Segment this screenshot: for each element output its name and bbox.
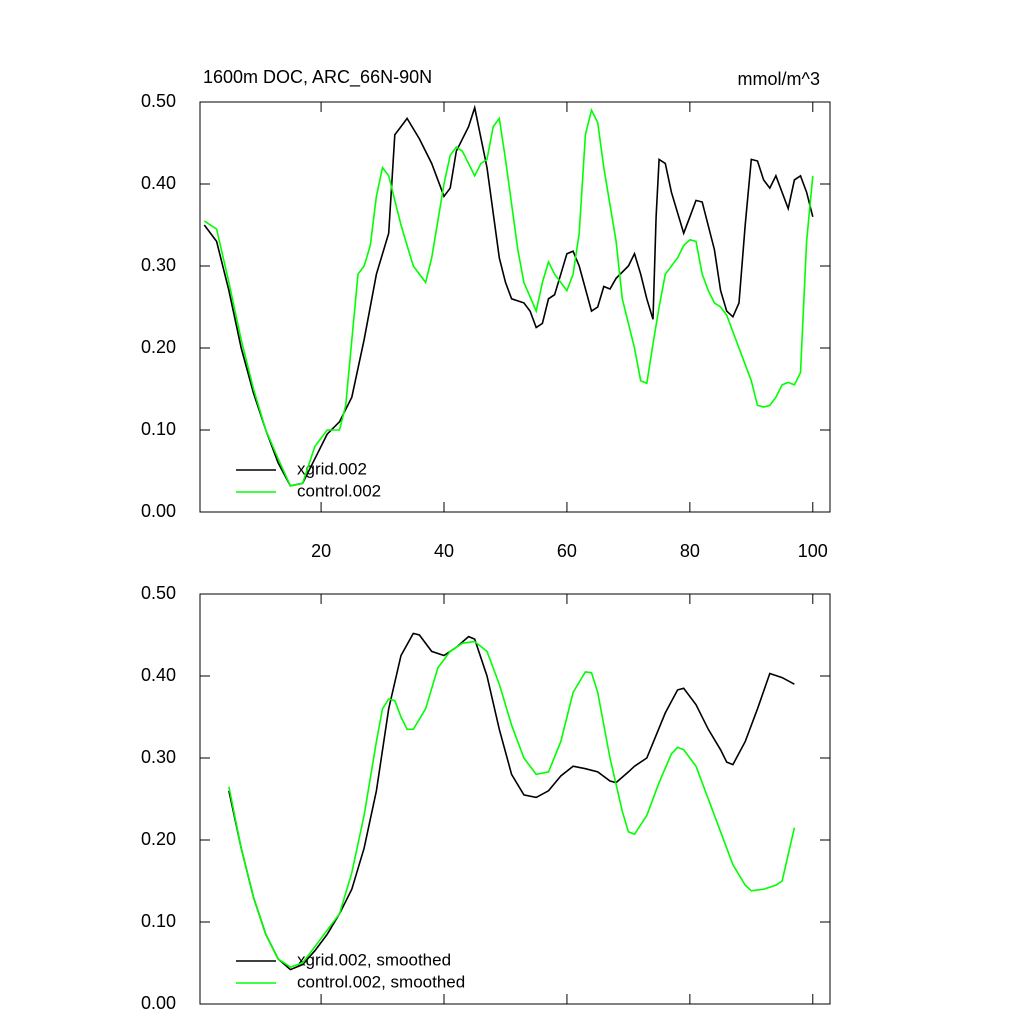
- y-tick-label: 0.50: [141, 583, 176, 603]
- y-tick-label: 0.10: [141, 911, 176, 931]
- chart-title: 1600m DOC, ARC_66N-90N: [203, 67, 432, 88]
- y-tick-label: 0.00: [141, 993, 176, 1013]
- y-tick-label: 0.40: [141, 665, 176, 685]
- x-tick-label: 40: [434, 541, 454, 561]
- x-tick-label: 100: [798, 541, 828, 561]
- data-line: [228, 632, 795, 971]
- x-tick-label: 60: [557, 541, 577, 561]
- legend-label: control.002, smoothed: [297, 972, 465, 991]
- y-tick-label: 0.30: [141, 747, 176, 767]
- legend-label: xgrid.002, smoothed: [297, 950, 451, 969]
- data-line: [228, 640, 796, 968]
- y-tick-label: 0.10: [141, 419, 176, 439]
- plot-frame: [199, 101, 831, 513]
- legend-label: xgrid.002: [297, 459, 367, 478]
- y-tick-label: 0.50: [141, 91, 176, 111]
- y-tick-label: 0.20: [141, 337, 176, 357]
- legend-label: control.002: [297, 481, 381, 500]
- plot-frame: [199, 593, 831, 1005]
- y-tick-label: 0.20: [141, 829, 176, 849]
- x-tick-label: 80: [680, 541, 700, 561]
- units-label: mmol/m^3: [738, 69, 820, 89]
- x-tick-label: 20: [311, 541, 331, 561]
- data-line: [203, 104, 814, 487]
- data-line: [203, 107, 814, 487]
- y-tick-label: 0.40: [141, 173, 176, 193]
- y-tick-label: 0.00: [141, 501, 176, 521]
- y-tick-label: 0.30: [141, 255, 176, 275]
